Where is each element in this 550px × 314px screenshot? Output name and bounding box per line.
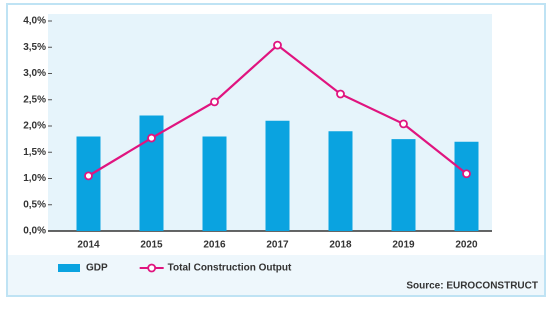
y-tick-label: 3,0% bbox=[23, 68, 46, 79]
y-tick-label: 1,0% bbox=[23, 173, 46, 184]
x-tick-label: 2017 bbox=[266, 240, 289, 251]
legend-label: GDP bbox=[86, 263, 108, 274]
line-point bbox=[273, 40, 282, 50]
line-point bbox=[84, 171, 93, 181]
legend-swatch bbox=[58, 264, 80, 272]
line-point bbox=[462, 169, 471, 179]
bar bbox=[265, 120, 290, 231]
y-tick-label: 2,0% bbox=[23, 121, 46, 132]
bar bbox=[454, 141, 479, 231]
x-tick-label: 2019 bbox=[392, 240, 415, 251]
line-point bbox=[336, 89, 345, 99]
legend-swatch bbox=[147, 263, 157, 273]
bar bbox=[391, 139, 416, 231]
bar bbox=[202, 136, 227, 231]
x-tick-label: 2020 bbox=[455, 240, 478, 251]
x-tick-label: 2014 bbox=[77, 240, 100, 251]
x-tick-label: 2015 bbox=[140, 240, 163, 251]
y-tick-label: 2,5% bbox=[23, 94, 46, 105]
y-tick-label: 0,0% bbox=[23, 226, 46, 237]
legend-area bbox=[8, 255, 544, 295]
line-point bbox=[147, 133, 156, 143]
bar bbox=[76, 136, 101, 231]
y-tick-label: 0,5% bbox=[23, 199, 46, 210]
source: Source: EUROCONSTRUCT bbox=[406, 281, 538, 292]
legend-label: Total Construction Output bbox=[168, 263, 292, 274]
y-tick-label: 1,5% bbox=[23, 147, 46, 158]
bar bbox=[328, 131, 353, 231]
line-point bbox=[399, 119, 408, 129]
line-point bbox=[210, 97, 219, 107]
x-tick-label: 2018 bbox=[329, 240, 352, 251]
x-tick-label: 2016 bbox=[203, 240, 226, 251]
y-tick-label: 4,0% bbox=[23, 16, 46, 27]
y-tick-label: 3,5% bbox=[23, 42, 46, 53]
